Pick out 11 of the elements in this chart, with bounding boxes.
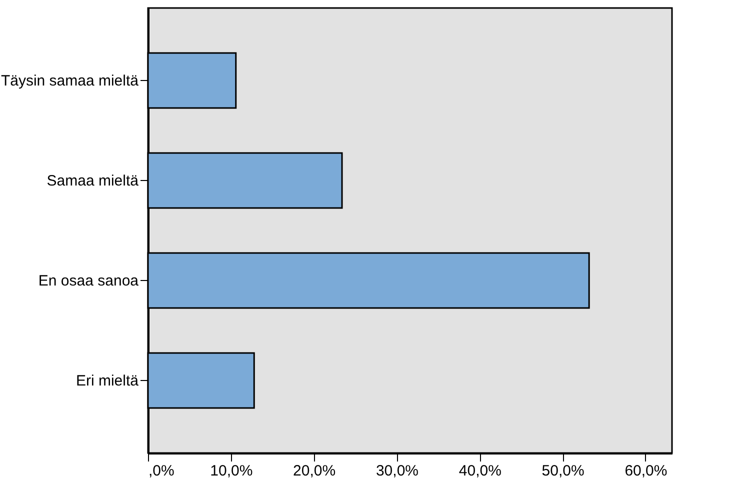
x-tick-label: 60,0% xyxy=(624,462,668,480)
x-tick-label: 40,0% xyxy=(458,462,502,480)
y-tick-label: En osaa sanoa xyxy=(38,272,140,290)
y-tick-label: Eri mieltä xyxy=(76,372,140,390)
x-tick-label: 20,0% xyxy=(293,462,336,480)
y-tick-label: Samaa mieltä xyxy=(46,172,140,190)
x-tick-label: 50,0% xyxy=(542,462,584,480)
y-tick-label: Täysin samaa mieltä xyxy=(0,72,140,90)
x-tick-label: 30,0% xyxy=(376,462,419,480)
x-tick-label: 10,0% xyxy=(210,462,253,480)
x-tick-label: ,0% xyxy=(148,462,174,480)
